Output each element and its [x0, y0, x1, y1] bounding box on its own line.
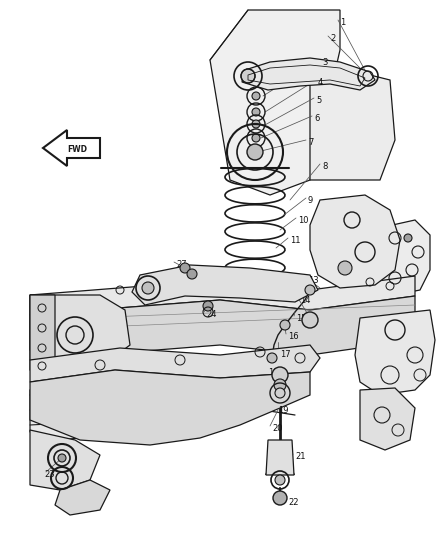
Circle shape — [280, 320, 290, 330]
Circle shape — [272, 367, 288, 383]
Polygon shape — [310, 60, 395, 180]
Polygon shape — [30, 430, 100, 490]
Circle shape — [273, 491, 287, 505]
Circle shape — [274, 379, 286, 391]
Circle shape — [247, 144, 263, 160]
Polygon shape — [30, 295, 130, 368]
Circle shape — [275, 475, 285, 485]
Text: 20: 20 — [272, 424, 283, 433]
Text: 19: 19 — [278, 406, 289, 415]
Circle shape — [252, 120, 260, 128]
Polygon shape — [360, 388, 415, 450]
Polygon shape — [355, 310, 435, 395]
Text: 6: 6 — [314, 114, 319, 123]
Circle shape — [252, 108, 260, 116]
Polygon shape — [30, 375, 155, 440]
Polygon shape — [310, 195, 400, 288]
Text: 11: 11 — [290, 236, 300, 245]
Polygon shape — [30, 295, 55, 378]
Text: 22: 22 — [288, 498, 299, 507]
Circle shape — [252, 134, 260, 142]
Text: 1: 1 — [340, 18, 345, 27]
Polygon shape — [30, 296, 415, 360]
Polygon shape — [30, 370, 310, 445]
Text: 24: 24 — [206, 310, 216, 319]
Polygon shape — [30, 276, 415, 315]
Circle shape — [142, 282, 154, 294]
Polygon shape — [266, 440, 294, 475]
Text: 7: 7 — [308, 138, 313, 147]
Text: 9: 9 — [308, 196, 313, 205]
Text: 13: 13 — [308, 276, 318, 285]
Circle shape — [338, 261, 352, 275]
Circle shape — [302, 312, 318, 328]
Text: 3: 3 — [322, 58, 327, 67]
Text: 4: 4 — [318, 78, 323, 87]
Circle shape — [275, 388, 285, 398]
Text: 10: 10 — [298, 216, 308, 225]
Text: FWD: FWD — [67, 144, 87, 154]
Circle shape — [305, 285, 315, 295]
Polygon shape — [132, 265, 318, 305]
Circle shape — [180, 263, 190, 273]
Circle shape — [203, 301, 213, 311]
Text: 23: 23 — [44, 470, 55, 479]
Text: 5: 5 — [316, 96, 321, 105]
Text: 26: 26 — [194, 282, 205, 291]
Text: 8: 8 — [322, 162, 327, 171]
Circle shape — [267, 353, 277, 363]
Circle shape — [58, 454, 66, 462]
Text: 17: 17 — [280, 350, 291, 359]
Polygon shape — [210, 10, 340, 195]
Circle shape — [187, 269, 197, 279]
Circle shape — [252, 92, 260, 100]
Circle shape — [404, 234, 412, 242]
Text: 14: 14 — [300, 296, 311, 305]
Text: 2: 2 — [330, 34, 335, 43]
Text: 16: 16 — [288, 332, 299, 341]
Text: 27: 27 — [176, 260, 187, 269]
Text: 15: 15 — [296, 314, 307, 323]
Polygon shape — [30, 345, 320, 382]
Polygon shape — [370, 220, 430, 295]
Text: 21: 21 — [295, 452, 305, 461]
Polygon shape — [242, 58, 375, 90]
Text: 18: 18 — [268, 368, 279, 377]
Circle shape — [241, 69, 255, 83]
Polygon shape — [55, 480, 110, 515]
